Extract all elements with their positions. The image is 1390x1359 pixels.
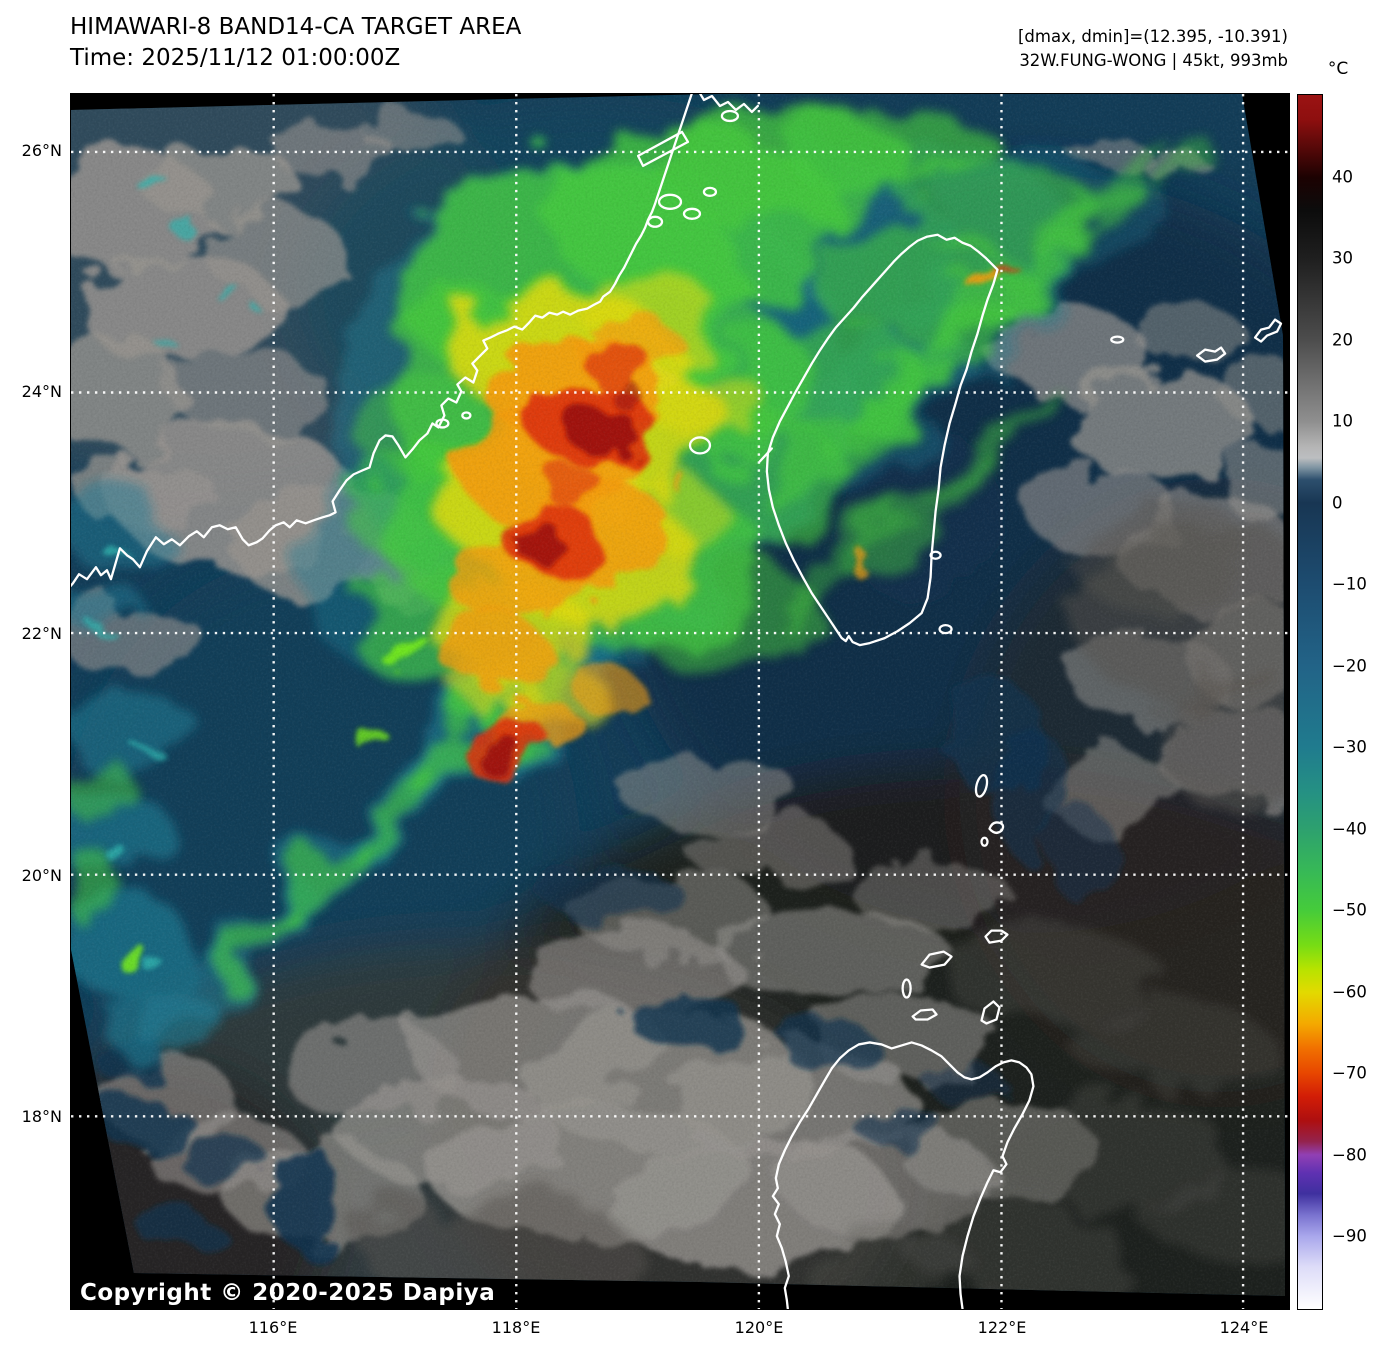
coastline-island <box>720 109 740 123</box>
annotation-block: [dmax, dmin]=(12.395, -10.391) 32W.FUNG-… <box>1018 25 1288 73</box>
latlon-gridlines <box>71 94 1289 1309</box>
colorbar-tick-label: −50 <box>1332 900 1367 920</box>
dmax-dmin-annotation: [dmax, dmin]=(12.395, -10.391) <box>1018 27 1288 46</box>
coastline-island <box>1110 335 1125 344</box>
colorbar-gradient <box>1297 94 1323 1310</box>
colorbar-tick-label: −40 <box>1332 819 1367 839</box>
coastline-babuyan-island <box>980 1000 1001 1025</box>
lat-axis-label: 24°N <box>21 382 62 401</box>
coastline-babuyan-island <box>920 950 953 969</box>
product-time: Time: 2025/11/12 01:00:00Z <box>70 45 401 71</box>
coastline-island <box>682 207 702 220</box>
coastline-taiwan-lagoon <box>758 447 773 463</box>
coastline-island <box>1196 346 1227 363</box>
coastline-babuyan-island <box>911 1008 938 1021</box>
colorbar-tick-label: 0 <box>1332 493 1343 513</box>
coastline-luzon-west <box>771 1067 833 1309</box>
lat-axis-label: 20°N <box>21 866 62 885</box>
colorbar-tick-label: −30 <box>1332 737 1367 757</box>
coastline-babuyan-island <box>984 929 1009 944</box>
coastlines <box>71 94 1283 1309</box>
colorbar-tick-label: −60 <box>1332 982 1367 1002</box>
coastline-estuary <box>636 130 690 168</box>
colorbar-tick-label: −10 <box>1332 574 1367 594</box>
coastline-orchid-island <box>938 623 953 635</box>
coastline-island <box>461 411 472 420</box>
copyright-watermark: Copyright © 2020-2025 Dapiya <box>80 1280 496 1306</box>
lon-axis-label: 116°E <box>248 1318 298 1337</box>
coastline-luzon-north-east <box>830 1041 1035 1309</box>
colorbar-tick-label: −80 <box>1332 1145 1367 1165</box>
coastline-island <box>435 418 450 429</box>
coastline-island <box>702 186 718 197</box>
lon-axis-label: 118°E <box>491 1318 541 1337</box>
satellite-imagery <box>71 94 1289 1309</box>
coastline-taiwan <box>765 233 999 647</box>
colorbar-unit-label: °C <box>1327 59 1349 79</box>
title-block: HIMAWARI-8 BAND14-CA TARGET AREA Time: 2… <box>70 12 521 74</box>
grain-dark <box>71 94 1286 1297</box>
coastline-island <box>657 193 683 210</box>
colorbar-tick-label: 40 <box>1332 167 1353 187</box>
colorbar-labels: 40 30 20 10 0 −10 −20 −30 −40 −50 −60 −7… <box>1332 94 1388 1310</box>
coastline-babuyan-island <box>901 978 912 999</box>
colorbar-tick-label: 30 <box>1332 248 1353 268</box>
storm-annotation: 32W.FUNG-WONG | 45kt, 993mb <box>1019 51 1288 70</box>
coastline-penghu <box>688 436 712 455</box>
lon-axis-label: 124°E <box>1219 1318 1269 1337</box>
lat-axis-label: 22°N <box>21 624 62 643</box>
coastline-island <box>1253 318 1283 343</box>
lon-axis-label: 120°E <box>734 1318 784 1337</box>
lat-axis-label: 18°N <box>21 1107 62 1126</box>
colorbar-tick-label: −20 <box>1332 656 1367 676</box>
colorbar-tick-label: 20 <box>1332 330 1353 350</box>
colorbar-tick-label: 10 <box>1332 411 1353 431</box>
swath-imagery <box>71 94 1286 1297</box>
coastline-batanes-island <box>980 836 989 847</box>
coastline-island <box>646 215 664 228</box>
colorbar-tick-label: −90 <box>1332 1226 1367 1246</box>
lat-axis-label: 26°N <box>21 141 62 160</box>
product-title: HIMAWARI-8 BAND14-CA TARGET AREA <box>70 14 522 40</box>
coastline-china <box>71 94 693 588</box>
lon-axis-label: 122°E <box>977 1318 1027 1337</box>
satellite-map: Copyright © 2020-2025 Dapiya <box>70 93 1290 1310</box>
colorbar-tick-label: −70 <box>1332 1063 1367 1083</box>
coastline-batanes-island <box>974 773 989 798</box>
coastline-green-island <box>929 550 942 560</box>
coastline-batanes-island <box>988 821 1005 834</box>
coastline-china-north-fragment <box>699 94 760 114</box>
